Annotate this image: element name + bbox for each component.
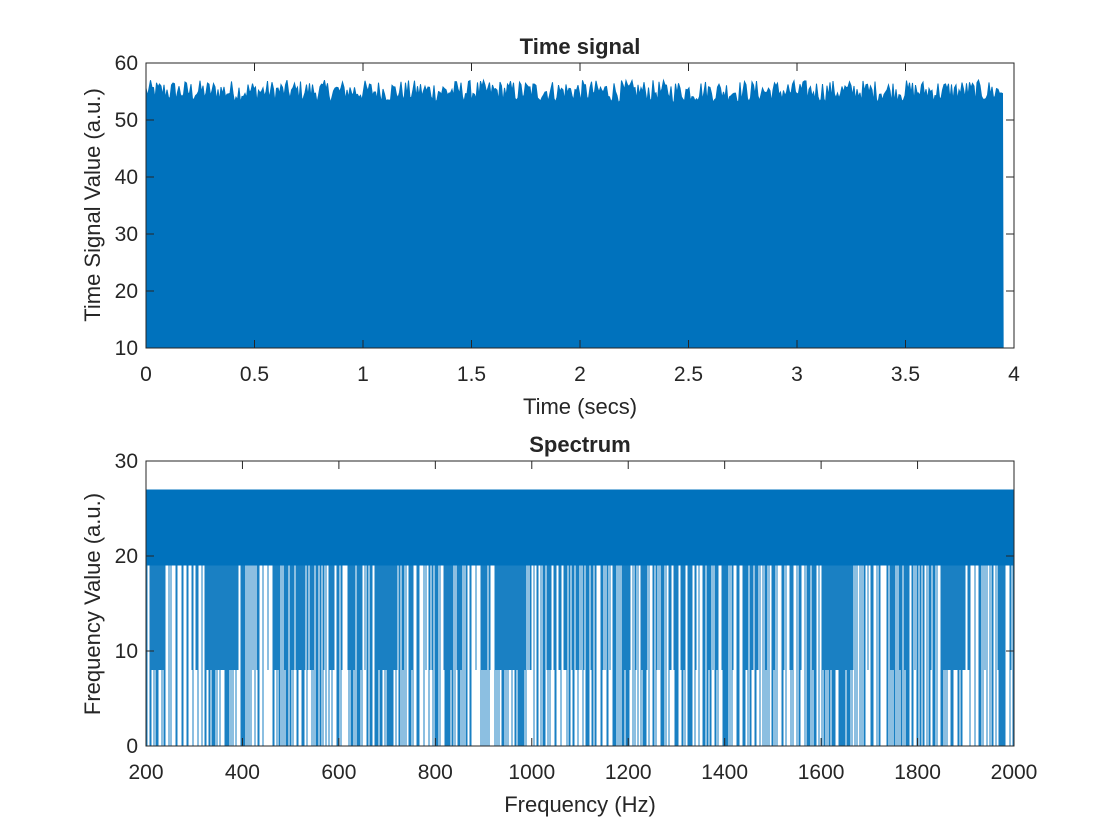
spectrum-xtick-label: 1000: [508, 761, 555, 784]
spectrum-xtick-label: 600: [321, 761, 356, 784]
time-signal-line: [145, 78, 1004, 349]
spectrum-xtick-label: 1200: [605, 761, 652, 784]
time-signal-xtick-label: 2.5: [674, 363, 703, 386]
time-signal-xtick-label: 2: [574, 363, 586, 386]
time-signal-xtick-label: 1.5: [457, 363, 486, 386]
time-signal-xlabel: Time (secs): [523, 394, 637, 419]
time-signal-ytick-label: 40: [115, 166, 138, 189]
time-signal-ytick-label: 10: [115, 337, 138, 360]
spectrum-ylabel: Frequency Value (a.u.): [80, 493, 105, 715]
time-signal-xtick-label: 3.5: [891, 363, 920, 386]
spectrum-xlabel: Frequency (Hz): [504, 792, 656, 817]
spectrum-band: [146, 489, 1014, 566]
spectrum-ytick-label: 10: [115, 640, 138, 663]
time-signal-ytick-label: 60: [115, 52, 138, 75]
spectrum-xtick-label: 1800: [894, 761, 941, 784]
spectrum-xtick-label: 800: [418, 761, 453, 784]
time-signal-xtick-label: 1: [357, 363, 369, 386]
spectrum-xtick-label: 2000: [991, 761, 1038, 784]
spectrum-title: Spectrum: [529, 432, 630, 457]
spectrum-ytick-label: 0: [126, 735, 138, 758]
spectrum-series: [145, 489, 1015, 746]
time-signal-axes: 0 0.5 1 1.5 2 2.5 3 3.5 4 10 20 30 40 50 60 Time signa…: [80, 34, 1020, 419]
time-signal-title: Time signal: [520, 34, 641, 59]
time-signal-ytick-label: 50: [115, 109, 138, 132]
spectrum-xtick-label: 200: [128, 761, 163, 784]
time-signal-xtick-label: 0: [140, 363, 152, 386]
spectrum-ytick-label: 30: [115, 450, 138, 473]
time-signal-ytick-label: 30: [115, 223, 138, 246]
spectrum-xtick-label: 400: [225, 761, 260, 784]
time-signal-xtick-label: 4: [1008, 363, 1020, 386]
spectrum-xtick-label: 1600: [798, 761, 845, 784]
time-signal-series: [145, 78, 1004, 349]
time-signal-xtick-label: 3: [791, 363, 803, 386]
spectrum-axes: 200 400 600 800 1000 1200 1400 1600 1800 2000 0 10 2…: [80, 432, 1037, 817]
spectrum-xtick-label: 1400: [701, 761, 748, 784]
time-signal-xtick-label: 0.5: [240, 363, 269, 386]
time-signal-ytick-label: 20: [115, 280, 138, 303]
spectrum-ytick-label: 20: [115, 545, 138, 568]
time-signal-ylabel: Time Signal Value (a.u.): [80, 88, 105, 322]
